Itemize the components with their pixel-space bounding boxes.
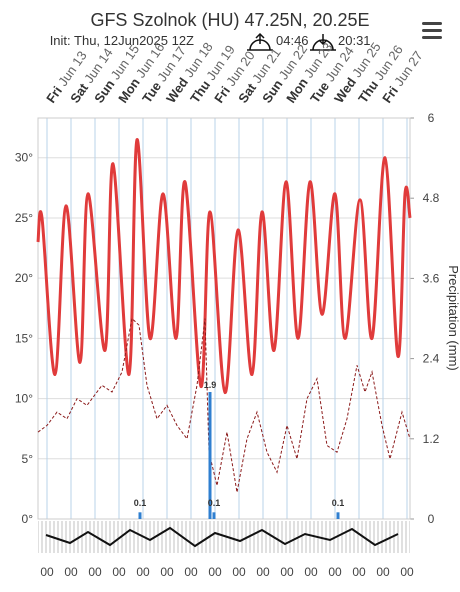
x-tick-label: 00 bbox=[400, 565, 414, 579]
y2-tick-label: 4.8 bbox=[423, 191, 440, 205]
y-tick-label: 0° bbox=[22, 512, 34, 526]
day-weekday: Thu bbox=[355, 78, 381, 106]
x-tick-label: 00 bbox=[352, 565, 366, 579]
y-tick-label: 10° bbox=[15, 392, 33, 406]
wind-barbs bbox=[45, 526, 399, 548]
x-tick-label: 00 bbox=[88, 565, 102, 579]
y-tick-label: 5° bbox=[22, 452, 34, 466]
day-weekday: Sat bbox=[67, 80, 91, 106]
sunrise-time: 04:46 bbox=[276, 33, 309, 48]
y2-tick-label: 6 bbox=[428, 111, 435, 125]
x-tick-label: 00 bbox=[232, 565, 246, 579]
temperature-line bbox=[36, 138, 412, 395]
sunset-icon bbox=[310, 34, 336, 51]
chart-title: GFS Szolnok (HU) 47.25N, 20.25E bbox=[90, 10, 369, 30]
menu-button[interactable] bbox=[422, 22, 442, 39]
day-date: Jun 13 bbox=[55, 48, 90, 89]
x-tick-label: 00 bbox=[184, 565, 198, 579]
y2-tick-label: 0 bbox=[428, 512, 435, 526]
x-tick-label: 00 bbox=[208, 565, 222, 579]
x-tick-label: 00 bbox=[328, 565, 342, 579]
sunrise-icon bbox=[247, 32, 273, 51]
y-tick-label: 20° bbox=[15, 271, 33, 285]
y2-tick-label: 3.6 bbox=[423, 271, 440, 285]
wind-band bbox=[38, 521, 410, 553]
precip-bar bbox=[208, 392, 212, 519]
init-time: Init: Thu, 12Jun2025 12Z bbox=[50, 33, 194, 48]
day-weekday: Tue bbox=[139, 79, 164, 106]
sunset-time: 20:31 bbox=[338, 33, 371, 48]
precip-bar bbox=[336, 512, 340, 519]
y2-tick-label: 1.2 bbox=[423, 432, 440, 446]
precip-label: 0.1 bbox=[208, 498, 221, 508]
day-weekday: Fri bbox=[379, 83, 401, 105]
dashed-line bbox=[37, 317, 411, 493]
day-date: Jun 21 bbox=[249, 45, 284, 86]
day-weekday: Fri bbox=[43, 83, 65, 105]
x-tick-label: 00 bbox=[376, 565, 390, 579]
precip-label: 0.1 bbox=[134, 498, 147, 508]
x-tick-label: 00 bbox=[136, 565, 150, 579]
precip-bar bbox=[212, 512, 216, 519]
plot-frame bbox=[37, 117, 411, 520]
day-weekday: Sat bbox=[235, 80, 259, 106]
precip-label: 0.1 bbox=[332, 498, 345, 508]
precip-bar bbox=[138, 512, 142, 519]
y2-axis-title: Precipitation (mm) bbox=[446, 265, 460, 370]
day-weekday: Thu bbox=[187, 78, 213, 106]
day-date: Jun 14 bbox=[81, 45, 116, 86]
x-tick-label: 00 bbox=[160, 565, 174, 579]
x-tick-label: 00 bbox=[256, 565, 270, 579]
precip-label: 1.9 bbox=[204, 380, 217, 390]
x-tick-label: 00 bbox=[112, 565, 126, 579]
x-tick-label: 00 bbox=[280, 565, 294, 579]
x-tick-label: 00 bbox=[304, 565, 318, 579]
day-weekday: Fri bbox=[211, 83, 233, 105]
x-tick-label: 00 bbox=[64, 565, 78, 579]
day-weekday: Tue bbox=[307, 79, 332, 106]
y2-tick-label: 2.4 bbox=[423, 352, 440, 366]
y-tick-label: 15° bbox=[15, 331, 33, 345]
y-tick-label: 25° bbox=[15, 211, 33, 225]
y-tick-label: 30° bbox=[15, 151, 33, 165]
x-tick-label: 00 bbox=[40, 565, 54, 579]
